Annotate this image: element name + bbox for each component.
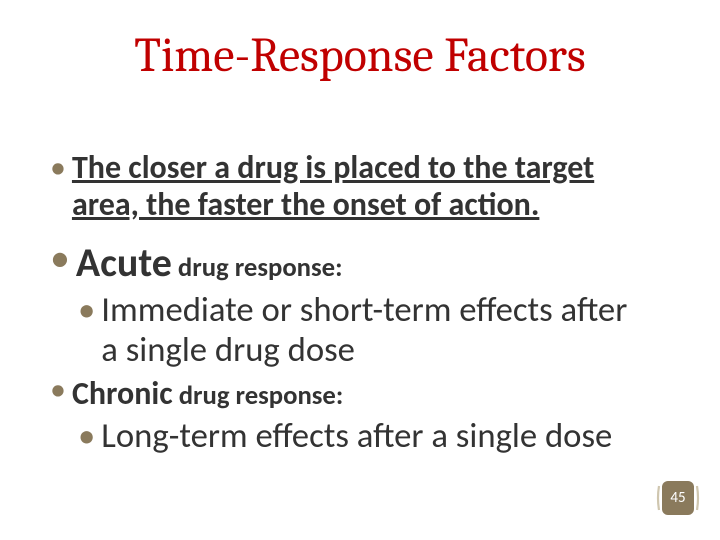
- slide-body: • The closer a drug is placed to the tar…: [50, 150, 650, 461]
- bullet-1: • The closer a drug is placed to the tar…: [50, 150, 650, 224]
- bullet-1-text: The closer a drug is placed to the targe…: [72, 150, 650, 224]
- bullet-dot-icon: •: [78, 417, 95, 457]
- bullet-3-text: Chronic drug response:: [72, 374, 343, 413]
- bullet-2-rest: drug response:: [172, 252, 343, 284]
- bullet-dot-icon: •: [50, 374, 66, 406]
- bullet-2-text: Acute drug response:: [76, 238, 343, 287]
- bullet-dot-icon: •: [50, 150, 66, 187]
- bullet-3-lead: Chronic: [72, 374, 173, 413]
- bullet-dot-icon: •: [78, 291, 95, 331]
- bullet-3: • Chronic drug response:: [50, 374, 650, 413]
- page-number: 45: [670, 489, 685, 507]
- bullet-2-lead: Acute: [76, 238, 172, 287]
- bullet-3a: • Long-term effects after a single dose: [78, 417, 650, 457]
- bullet-dot-icon: •: [50, 238, 70, 278]
- bullet-3-rest: drug response:: [173, 380, 344, 412]
- page-number-badge: 45: [656, 478, 700, 518]
- slide-title: Time-Response Factors: [0, 28, 720, 83]
- bullet-2a: • Immediate or short-term effects after …: [78, 291, 650, 371]
- bullet-2a-text: Immediate or short-term effects after a …: [101, 291, 650, 371]
- bullet-2: • Acute drug response:: [50, 238, 650, 287]
- bullet-3a-text: Long-term effects after a single dose: [101, 417, 612, 457]
- slide: Time-Response Factors • The closer a dru…: [0, 0, 720, 540]
